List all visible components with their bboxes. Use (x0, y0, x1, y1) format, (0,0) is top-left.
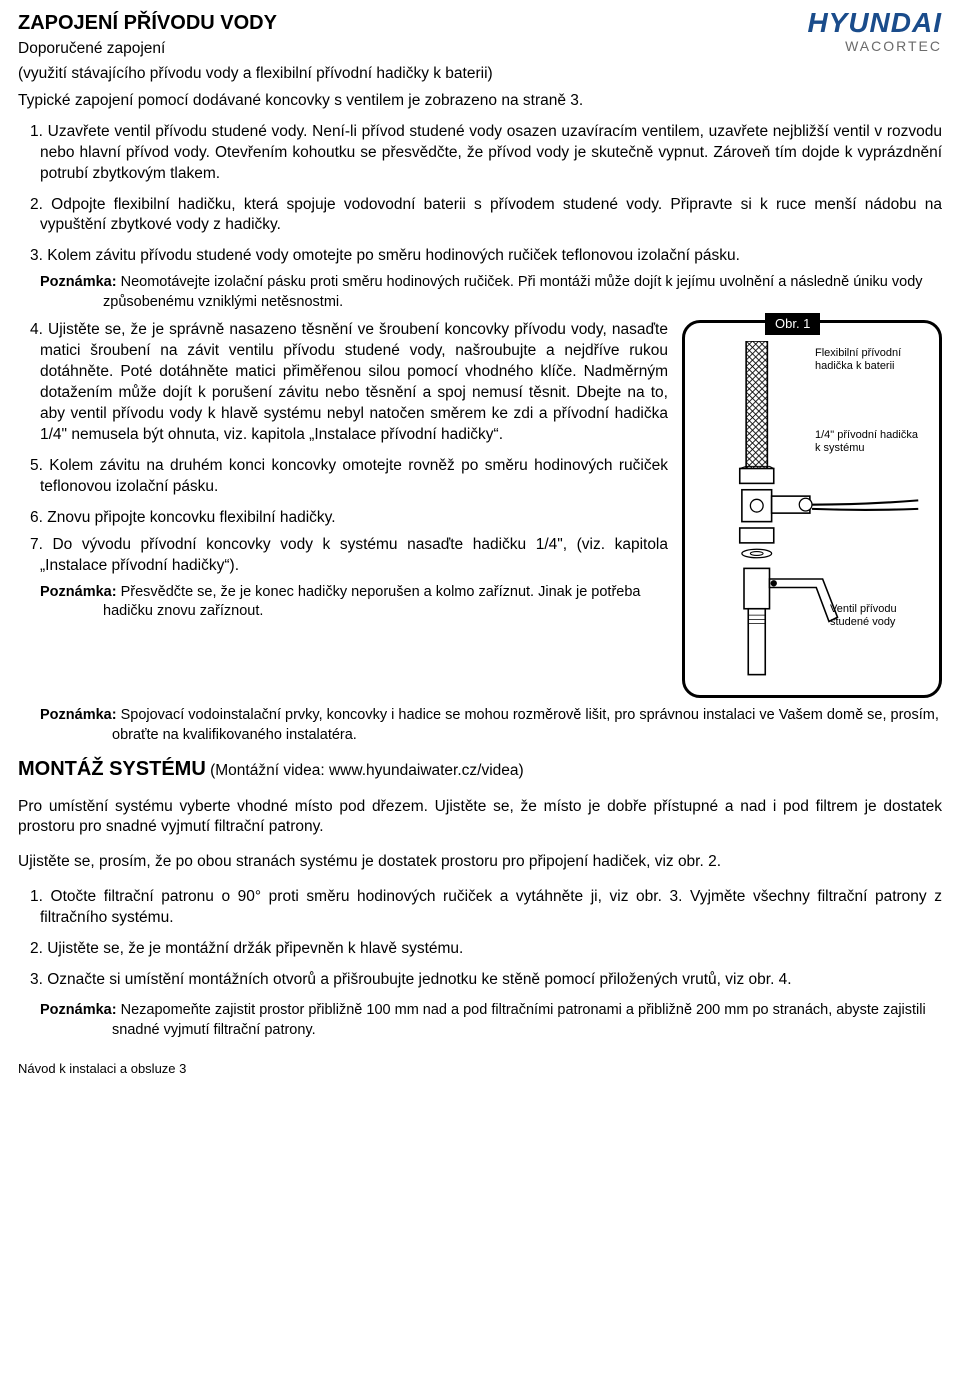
paren-note: (využití stávajícího přívodu vody a flex… (18, 64, 807, 85)
row-figure: 4. Ujistěte se, že je správně nasazeno t… (18, 320, 942, 698)
brand-logo: HYUNDAI WACORTEC (807, 10, 942, 56)
footer: Návod k instalaci a obsluze 3 (18, 1060, 942, 1078)
note-3: Poznámka: Spojovací vodoinstalační prvky… (40, 706, 942, 745)
figure-svg (695, 341, 929, 681)
step-5: 5. Kolem závitu na druhém konci koncovky… (28, 456, 668, 498)
note-4-label: Poznámka: (40, 1002, 117, 1018)
montaz-p1: Pro umístění systému vyberte vhodné míst… (18, 797, 942, 839)
fig-annot-1: Flexibilní přívodní hadička k baterii (815, 347, 925, 371)
note-1-text: Neomotávejte izolační pásku proti směru … (103, 274, 923, 310)
figure-1: Obr. 1 (682, 320, 942, 698)
step-2: 2. Odpojte flexibilní hadičku, která spo… (28, 195, 942, 237)
fig-annot-2: 1/4" přívodní hadička k systému (815, 429, 925, 453)
note-2-label: Poznámka: (40, 584, 117, 600)
page-title: ZAPOJENÍ PŘÍVODU VODY (18, 10, 807, 37)
note-3-text: Spojovací vodoinstalační prvky, koncovky… (112, 707, 939, 743)
montaz-title: MONTÁŽ SYSTÉMU (18, 758, 206, 780)
header: ZAPOJENÍ PŘÍVODU VODY Doporučené zapojen… (18, 10, 942, 91)
note-4-text: Nezapomeňte zajistit prostor přibližně 1… (112, 1002, 926, 1038)
step-7: 7. Do vývodu přívodní koncovky vody k sy… (28, 535, 668, 577)
montaz-step-2: 2. Ujistěte se, že je montážní držák při… (28, 939, 942, 960)
note-2: Poznámka: Přesvědčte se, že je konec had… (40, 583, 668, 622)
title-block: ZAPOJENÍ PŘÍVODU VODY Doporučené zapojen… (18, 10, 807, 91)
montaz-sub: (Montážní videa: www.hyundaiwater.cz/vid… (210, 762, 524, 779)
note-4: Poznámka: Nezapomeňte zajistit prostor p… (40, 1001, 942, 1040)
subtitle: Doporučené zapojení (18, 39, 807, 60)
fig-annot-3: Ventil přívodu studené vody (830, 603, 930, 627)
brand-sub: WACORTEC (807, 37, 942, 56)
step-3: 3. Kolem závitu přívodu studené vody omo… (28, 246, 942, 267)
montaz-p2: Ujistěte se, prosím, že po obou stranách… (18, 852, 942, 873)
note-1-label: Poznámka: (40, 274, 117, 290)
brand-name: HYUNDAI (807, 10, 942, 35)
montaz-heading: MONTÁŽ SYSTÉMU (Montážní videa: www.hyun… (18, 756, 942, 783)
montaz-step-1: 1. Otočte filtrační patronu o 90° proti … (28, 887, 942, 929)
typical-line: Typické zapojení pomocí dodávané koncovk… (18, 91, 942, 112)
col-figure: Obr. 1 (682, 320, 942, 698)
note-3-label: Poznámka: (40, 707, 117, 723)
col-text: 4. Ujistěte se, že je správně nasazeno t… (18, 320, 668, 629)
note-1: Poznámka: Neomotávejte izolační pásku pr… (40, 273, 942, 312)
step-4: 4. Ujistěte se, že je správně nasazeno t… (28, 320, 668, 446)
step-1: 1. Uzavřete ventil přívodu studené vody.… (28, 122, 942, 185)
step-6: 6. Znovu připojte koncovku flexibilní ha… (28, 508, 668, 529)
figure-label: Obr. 1 (765, 313, 820, 335)
note-2-text: Přesvědčte se, že je konec hadičky nepor… (103, 584, 640, 620)
montaz-step-3: 3. Označte si umístění montážních otvorů… (28, 970, 942, 991)
